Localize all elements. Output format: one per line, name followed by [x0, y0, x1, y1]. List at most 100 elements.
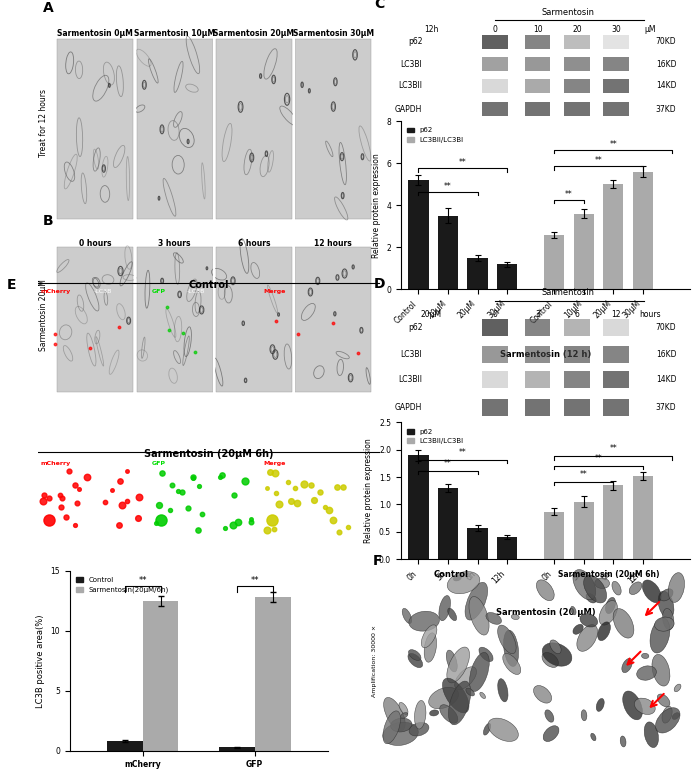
- Text: E: E: [7, 278, 17, 292]
- Bar: [564, 319, 590, 336]
- Bar: [296, 39, 372, 219]
- Ellipse shape: [595, 578, 610, 589]
- Text: 12h: 12h: [424, 24, 438, 34]
- Text: Sarmentosin (20 μM): Sarmentosin (20 μM): [496, 608, 595, 618]
- Text: 3: 3: [535, 310, 540, 318]
- Text: GFP: GFP: [152, 461, 166, 466]
- Ellipse shape: [401, 712, 408, 719]
- Ellipse shape: [503, 654, 521, 675]
- Ellipse shape: [672, 712, 680, 719]
- Text: Treat for 12 hours: Treat for 12 hours: [38, 89, 47, 157]
- Bar: [468, 258, 488, 289]
- Ellipse shape: [498, 679, 508, 701]
- Text: Amplification: 30000 ×: Amplification: 30000 ×: [372, 625, 378, 697]
- Ellipse shape: [581, 710, 587, 721]
- Bar: [604, 485, 623, 559]
- Ellipse shape: [654, 617, 674, 631]
- Ellipse shape: [622, 691, 643, 719]
- Bar: [604, 400, 629, 416]
- Ellipse shape: [652, 655, 670, 686]
- Bar: [482, 319, 508, 336]
- Ellipse shape: [597, 622, 611, 640]
- Text: hours: hours: [639, 310, 661, 318]
- Bar: [216, 247, 292, 392]
- Ellipse shape: [443, 678, 469, 713]
- Text: mCherry: mCherry: [40, 461, 70, 466]
- Ellipse shape: [399, 702, 408, 715]
- Bar: [482, 102, 508, 116]
- Ellipse shape: [390, 718, 412, 732]
- Text: 37KD: 37KD: [656, 105, 676, 113]
- Text: Control: Control: [189, 280, 229, 290]
- Bar: [525, 102, 551, 116]
- Ellipse shape: [542, 652, 558, 667]
- Text: mCherry: mCherry: [40, 289, 70, 294]
- Bar: [564, 371, 590, 389]
- Text: μM: μM: [644, 24, 655, 34]
- Ellipse shape: [446, 650, 457, 672]
- Bar: [544, 235, 565, 289]
- Bar: [604, 34, 629, 49]
- Ellipse shape: [465, 583, 488, 620]
- Ellipse shape: [606, 597, 615, 614]
- Ellipse shape: [409, 723, 429, 736]
- Y-axis label: Relative protein expression: Relative protein expression: [372, 153, 381, 257]
- Ellipse shape: [454, 667, 477, 690]
- Bar: [482, 371, 508, 389]
- Ellipse shape: [439, 596, 450, 621]
- Text: Sarmentosin (12 h): Sarmentosin (12 h): [500, 350, 591, 359]
- Bar: [604, 57, 629, 71]
- Ellipse shape: [545, 710, 554, 723]
- Bar: [525, 57, 551, 71]
- Text: 12: 12: [611, 310, 621, 318]
- Y-axis label: Relative protein expression: Relative protein expression: [365, 439, 374, 543]
- Ellipse shape: [512, 615, 519, 619]
- Bar: [633, 171, 653, 289]
- Text: LC3BI: LC3BI: [401, 59, 422, 69]
- Text: Sarmentosin 20μM: Sarmentosin 20μM: [213, 30, 295, 38]
- Ellipse shape: [429, 687, 459, 708]
- Bar: [525, 346, 551, 363]
- Bar: [137, 39, 213, 219]
- Text: 70KD: 70KD: [656, 38, 676, 46]
- Bar: [604, 346, 629, 363]
- Bar: [408, 180, 429, 289]
- Bar: [254, 597, 291, 751]
- Ellipse shape: [641, 653, 649, 658]
- Ellipse shape: [402, 608, 412, 623]
- Bar: [574, 502, 594, 559]
- Bar: [468, 528, 488, 559]
- Bar: [497, 537, 517, 559]
- Text: B: B: [43, 214, 54, 228]
- Text: **: **: [609, 444, 617, 454]
- Ellipse shape: [440, 705, 458, 723]
- Ellipse shape: [660, 589, 673, 601]
- Ellipse shape: [655, 708, 680, 733]
- Text: 37KD: 37KD: [656, 404, 676, 412]
- Bar: [143, 601, 178, 751]
- Ellipse shape: [447, 572, 480, 594]
- Bar: [137, 247, 213, 392]
- Y-axis label: LC3B positive area(%): LC3B positive area(%): [36, 614, 45, 708]
- Text: A: A: [43, 2, 54, 16]
- Ellipse shape: [550, 640, 561, 654]
- Text: **: **: [609, 139, 617, 149]
- Ellipse shape: [663, 608, 674, 630]
- Text: Sarmentosin 30μM: Sarmentosin 30μM: [293, 30, 374, 38]
- Text: GAPDH: GAPDH: [395, 404, 422, 412]
- Ellipse shape: [674, 684, 681, 692]
- Text: Sarmentosin (20μM 6h): Sarmentosin (20μM 6h): [558, 570, 659, 579]
- Bar: [604, 185, 623, 289]
- Ellipse shape: [415, 701, 426, 729]
- Bar: [525, 34, 551, 49]
- Text: Merge: Merge: [263, 289, 286, 294]
- Ellipse shape: [448, 681, 470, 725]
- Ellipse shape: [488, 718, 519, 741]
- Ellipse shape: [580, 614, 597, 627]
- Text: F: F: [373, 554, 383, 568]
- Text: **: **: [459, 159, 466, 167]
- Ellipse shape: [573, 569, 596, 600]
- Text: 14KD: 14KD: [656, 81, 676, 90]
- Ellipse shape: [447, 608, 457, 621]
- Ellipse shape: [383, 698, 405, 730]
